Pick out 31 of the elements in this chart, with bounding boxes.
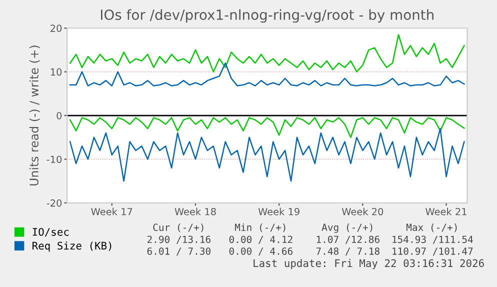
legend-label: Req Size (KB) xyxy=(32,242,112,252)
x-tick-label: Week 17 xyxy=(91,208,132,216)
text: 0.00 / 4.66 xyxy=(229,247,292,256)
text: Max (-/+) xyxy=(406,223,457,232)
text: 0.00 / 4.12 xyxy=(229,236,292,244)
y-axis-title: Units read (-) / write (+) xyxy=(29,46,40,186)
text: Min (-/+) xyxy=(234,223,286,232)
text: 154.93 /111.54 xyxy=(392,236,473,244)
text: 7.48 / 7.18 xyxy=(316,247,380,256)
text: Last update: Fri May 22 03:16:31 2026 xyxy=(254,259,484,270)
line-series xyxy=(69,34,465,72)
x-tick-label: Week 18 xyxy=(174,208,216,216)
line-series xyxy=(69,128,465,182)
text: 2.90 /13.16 xyxy=(147,236,210,244)
chart-title: IOs for /dev/prox1-nlnog-ring-vg/root - by month xyxy=(100,9,434,23)
y-tick-label: 20 xyxy=(50,24,62,32)
line-series xyxy=(69,62,465,86)
text: Avg (-/+) xyxy=(322,223,372,233)
x-tick-label: Week 20 xyxy=(342,208,384,216)
text: 110.97 /101.47 xyxy=(392,247,473,256)
x-tick-label: Week 19 xyxy=(258,208,300,216)
text: 6.01 / 7.30 xyxy=(147,247,210,256)
legend-label: IO/sec xyxy=(32,228,69,237)
y-tick-label: -10 xyxy=(46,156,62,164)
y-tick-label: 10 xyxy=(50,68,62,76)
text: Cur (-/+) xyxy=(153,223,204,232)
y-tick-label: 0 xyxy=(56,112,62,120)
y-tick-label: -20 xyxy=(46,199,62,207)
line-series xyxy=(69,117,465,138)
text: 1.07 /12.86 xyxy=(316,236,380,244)
x-tick-label: Week 21 xyxy=(426,208,466,216)
